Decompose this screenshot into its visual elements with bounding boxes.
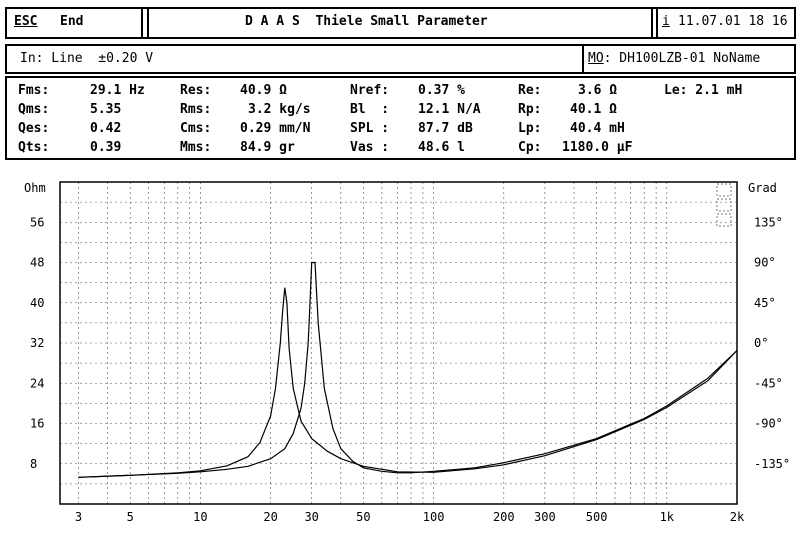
input-level-text: In: Line ±0.20 V bbox=[20, 51, 154, 66]
impedance-chart: Ohm Grad 56 48 40 32 24 16 8 135° 90° 45° 0° -45° -… bbox=[24, 181, 790, 524]
x-tick-label: 50 bbox=[356, 510, 370, 524]
esc-button[interactable]: ESC bbox=[14, 14, 38, 29]
plot-frame bbox=[59, 181, 738, 505]
param-value: 12.1 N/A bbox=[418, 102, 481, 117]
param-value: 48.6 l bbox=[418, 140, 465, 155]
x-tick-label: 500 bbox=[586, 510, 608, 524]
legend-marker-icon bbox=[716, 183, 732, 227]
param-label: Cms: bbox=[180, 121, 212, 136]
param-label: Re: bbox=[518, 83, 542, 98]
param-value: 40.1 Ω bbox=[570, 102, 617, 117]
y-right-tick-label: 0° bbox=[754, 336, 768, 350]
x-tick-label: 300 bbox=[534, 510, 556, 524]
x-tick-labels: 3 5 10 20 30 50 100 200 300 500 1k 2k bbox=[75, 510, 745, 524]
x-tick-label: 10 bbox=[193, 510, 207, 524]
x-tick-label: 2k bbox=[730, 510, 745, 524]
param-label: Nref: bbox=[350, 83, 390, 98]
x-tick-label: 20 bbox=[263, 510, 277, 524]
param-value: 0.29 mm/N bbox=[240, 121, 311, 136]
y-right-tick-label: -135° bbox=[754, 457, 790, 471]
x-tick-label: 5 bbox=[127, 510, 134, 524]
y-left-tick-label: 24 bbox=[30, 376, 44, 390]
y-left-tick-label: 48 bbox=[30, 256, 44, 270]
model-box bbox=[582, 44, 796, 74]
param-label: Le: 2.1 mH bbox=[664, 83, 743, 98]
y-left-tick-label: 8 bbox=[30, 457, 37, 471]
x-tick-label: 30 bbox=[304, 510, 318, 524]
param-label: Rms: bbox=[180, 102, 212, 117]
param-label: SPL : bbox=[350, 121, 390, 136]
y-right-tick-label: 45° bbox=[754, 296, 776, 310]
title-box bbox=[147, 7, 653, 39]
y-left-tick-label: 40 bbox=[30, 296, 44, 310]
param-value: 3.6 Ω bbox=[578, 83, 618, 98]
param-value: 0.42 bbox=[90, 121, 122, 136]
param-value: 0.37 % bbox=[418, 83, 465, 98]
x-tick-label: 200 bbox=[493, 510, 515, 524]
param-label: Qes: bbox=[18, 121, 50, 136]
datetime-text: 11.07.01 18 16 bbox=[678, 14, 788, 29]
param-label: Mms: bbox=[180, 140, 212, 155]
y-left-tick-label: 32 bbox=[30, 336, 44, 350]
parameter-panel bbox=[5, 76, 796, 160]
param-value: 40.9 Ω bbox=[240, 83, 287, 98]
end-button[interactable]: End bbox=[60, 14, 84, 29]
y-right-tick-label: -90° bbox=[754, 417, 783, 431]
y-right-tick-label: 90° bbox=[754, 256, 776, 270]
info-button[interactable]: i bbox=[662, 14, 670, 29]
param-label: Res: bbox=[180, 83, 212, 98]
page-title: D A A S Thiele Small Parameter bbox=[245, 14, 488, 29]
esc-end-group bbox=[5, 7, 143, 39]
param-value: 3.2 kg/s bbox=[248, 102, 311, 117]
y-right-axis-label: Grad bbox=[748, 181, 777, 195]
x-tick-label: 100 bbox=[423, 510, 445, 524]
y-right-tick-label: -45° bbox=[754, 376, 783, 390]
param-label: Qms: bbox=[18, 102, 50, 117]
param-label: Bl : bbox=[350, 102, 390, 117]
param-value: 5.35 bbox=[90, 102, 122, 117]
param-value: 0.39 bbox=[90, 140, 122, 155]
y-left-tick-labels: 56 48 40 32 24 16 8 bbox=[30, 215, 44, 471]
y-left-axis-label: Ohm bbox=[24, 181, 46, 195]
param-value: 40.4 mH bbox=[570, 121, 625, 136]
param-value: 1180.0 µF bbox=[562, 140, 633, 155]
param-value: 87.7 dB bbox=[418, 121, 473, 136]
y-left-tick-label: 56 bbox=[30, 215, 44, 229]
datetime-box bbox=[656, 7, 796, 39]
model-name: : DH100LZB-01 NoName bbox=[603, 51, 761, 66]
y-left-tick-label: 16 bbox=[30, 417, 44, 431]
param-label: Lp: bbox=[518, 121, 542, 136]
x-tick-label: 3 bbox=[75, 510, 82, 524]
chart-series bbox=[78, 261, 738, 478]
chart-grid bbox=[60, 182, 738, 504]
x-tick-label: 1k bbox=[660, 510, 675, 524]
param-label: Vas : bbox=[350, 140, 390, 155]
param-label: Cp: bbox=[518, 140, 542, 155]
series-line bbox=[78, 261, 738, 478]
param-label: Fms: bbox=[18, 83, 50, 98]
param-label: Rp: bbox=[518, 102, 542, 117]
param-value: 29.1 Hz bbox=[90, 83, 145, 98]
param-value: 84.9 gr bbox=[240, 140, 295, 155]
param-label: Qts: bbox=[18, 140, 50, 155]
y-right-tick-label: 135° bbox=[754, 215, 783, 229]
y-right-tick-labels: 135° 90° 45° 0° -45° -90° -135° bbox=[754, 215, 790, 471]
model-selector[interactable]: MO: DH100LZB-01 NoName bbox=[588, 51, 761, 66]
series-line bbox=[78, 287, 738, 478]
